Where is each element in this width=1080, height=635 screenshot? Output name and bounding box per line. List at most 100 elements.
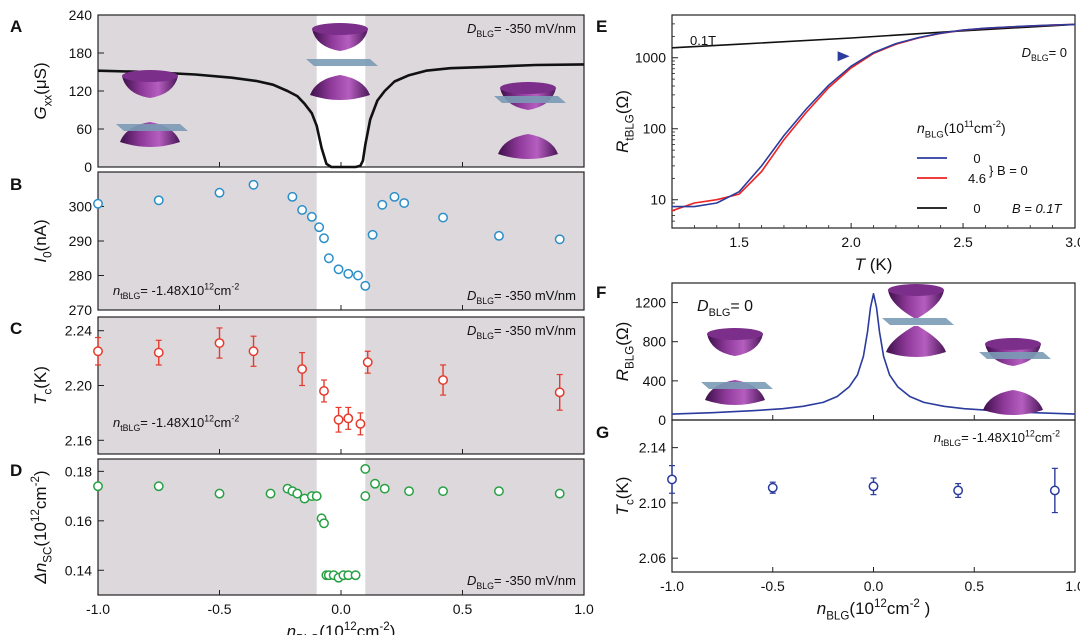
data-point <box>153 195 164 206</box>
y-axis-label: I0(nA) <box>31 219 54 262</box>
y-axis-label: Tc(K) <box>613 477 636 516</box>
data-point <box>297 205 308 215</box>
y-axis-label: Gxx(μS) <box>31 62 54 119</box>
y-tick-label: 1000 <box>635 50 666 66</box>
legend-value: 0 <box>973 151 980 166</box>
y-tick-label: 0 <box>658 412 666 428</box>
y-tick-label: 180 <box>69 45 93 61</box>
data-point <box>333 264 344 275</box>
y-tick-label: 0.18 <box>65 463 92 479</box>
data-point <box>248 346 259 357</box>
data-point <box>355 418 366 429</box>
y-tick-label: 800 <box>643 334 667 350</box>
band-cartoon-icon <box>979 338 1051 415</box>
series-line <box>671 293 1076 415</box>
data-point <box>265 488 276 499</box>
y-tick-label: 300 <box>69 199 93 215</box>
shaded-region <box>365 459 584 595</box>
data-point <box>333 414 344 425</box>
annotation: DBLG= -350 mV/nm <box>467 21 576 39</box>
x-tick-label: 2.0 <box>841 234 861 250</box>
annotation: DBLG= 0 <box>1022 45 1067 63</box>
panel-b: B 270 280 290 300 I0(nA) DBLG= -350 mV/nm ntBLG… <box>10 171 585 318</box>
x-tick-label: 3.0 <box>1065 234 1080 250</box>
series-line <box>672 23 1076 208</box>
band-cartoon-icon <box>882 284 954 357</box>
x-tick-label: -0.5 <box>761 578 785 594</box>
data-point <box>93 481 103 492</box>
shaded-region <box>98 459 317 595</box>
y-tick-label: 290 <box>69 233 93 249</box>
data-point <box>287 191 298 202</box>
data-point <box>767 482 778 493</box>
y-tick-label: 60 <box>76 121 92 137</box>
annotation-density: ntBLG= -1.48X1012cm-2 <box>113 282 239 302</box>
x-tick-label: 2.5 <box>953 234 973 250</box>
data-point <box>93 346 103 357</box>
panel-a: A 0 60 120 180 240 Gxx(μS) DBLG= -350 mV/nm <box>10 7 585 175</box>
data-point <box>297 364 308 375</box>
band-cartoon-icon <box>701 328 773 405</box>
y-tick-label: 0 <box>84 159 92 175</box>
annotation-density: ntBLG= -1.48X1012cm-2 <box>934 429 1060 449</box>
x-axis-label: nBLG(1012cm-2) <box>287 620 396 635</box>
y-axis-label: RtBLG(Ω) <box>613 90 636 153</box>
panel-e: E 10 100 1000 1.5 2.0 2.5 3.0 RtBLG(Ω) T (K) DBLG=… <box>596 14 1080 274</box>
y-tick-label: 2.24 <box>65 323 92 339</box>
y-tick-label: 0.14 <box>65 562 92 578</box>
y-tick-label: 2.06 <box>639 550 666 566</box>
shaded-region <box>365 172 584 310</box>
legend-value: 4.6 <box>968 171 986 186</box>
data-point <box>323 253 334 264</box>
panel-d: D 0.14 0.16 0.18 -1.0 -0.5 0.0 0.5 1.0 ΔnSC(1012c… <box>10 458 594 635</box>
data-point <box>292 488 303 499</box>
data-point <box>343 268 354 279</box>
data-point <box>438 486 449 497</box>
data-point <box>311 491 322 502</box>
x-tick-label: -0.5 <box>207 601 231 617</box>
data-point <box>667 474 677 485</box>
x-tick-label: 1.0 <box>1065 578 1080 594</box>
y-tick-label: 240 <box>69 7 93 23</box>
panel-label: E <box>596 17 607 36</box>
shaded-region <box>365 317 584 454</box>
data-point <box>379 483 390 494</box>
field-label: 0.1T <box>690 33 716 48</box>
data-point <box>370 478 380 489</box>
panel-label: A <box>10 17 22 36</box>
panel-c: C 2.16 2.20 2.24 Tc(K) DBLG= -350 mV/nm ntBLG=… <box>10 316 585 455</box>
y-tick-label: 400 <box>643 373 667 389</box>
y-tick-label: 280 <box>69 268 93 284</box>
y-tick-label: 10 <box>650 192 666 208</box>
data-point <box>343 413 354 424</box>
legend-value: 0 <box>973 201 980 216</box>
legend-title: nBLG(1011cm-2) <box>917 119 1006 140</box>
data-point <box>360 491 371 502</box>
data-point <box>360 463 371 474</box>
data-point <box>214 488 225 499</box>
y-axis-label: RBLG(Ω) <box>613 322 636 382</box>
data-point <box>153 347 164 358</box>
x-tick-label: 0.0 <box>331 601 351 617</box>
panel-g: G 2.06 2.10 2.14 -1.0 -0.5 0.0 0.5 1.0 Tc(K) nBLG(… <box>596 419 1080 623</box>
data-point <box>1049 485 1060 496</box>
x-tick-label: 1.0 <box>574 601 594 617</box>
series-line <box>671 23 1076 49</box>
data-point <box>554 488 565 499</box>
x-tick-label: -1.0 <box>660 578 684 594</box>
data-point <box>214 187 225 198</box>
x-axis-label: nBLG(1012cm-2 ) <box>817 597 931 623</box>
arrow-marker <box>837 51 850 62</box>
data-point <box>554 387 565 398</box>
panel-label: G <box>596 423 609 442</box>
y-tick-label: 2.16 <box>65 432 92 448</box>
annotation: DBLG= 0 <box>697 298 753 319</box>
data-point <box>214 338 225 348</box>
x-tick-label: 0.0 <box>864 578 884 594</box>
x-tick-label: 0.5 <box>965 578 985 594</box>
data-point <box>93 198 103 209</box>
data-point <box>360 280 371 291</box>
data-point <box>438 212 449 223</box>
data-point <box>248 179 259 190</box>
x-tick-label: 1.5 <box>729 234 749 250</box>
